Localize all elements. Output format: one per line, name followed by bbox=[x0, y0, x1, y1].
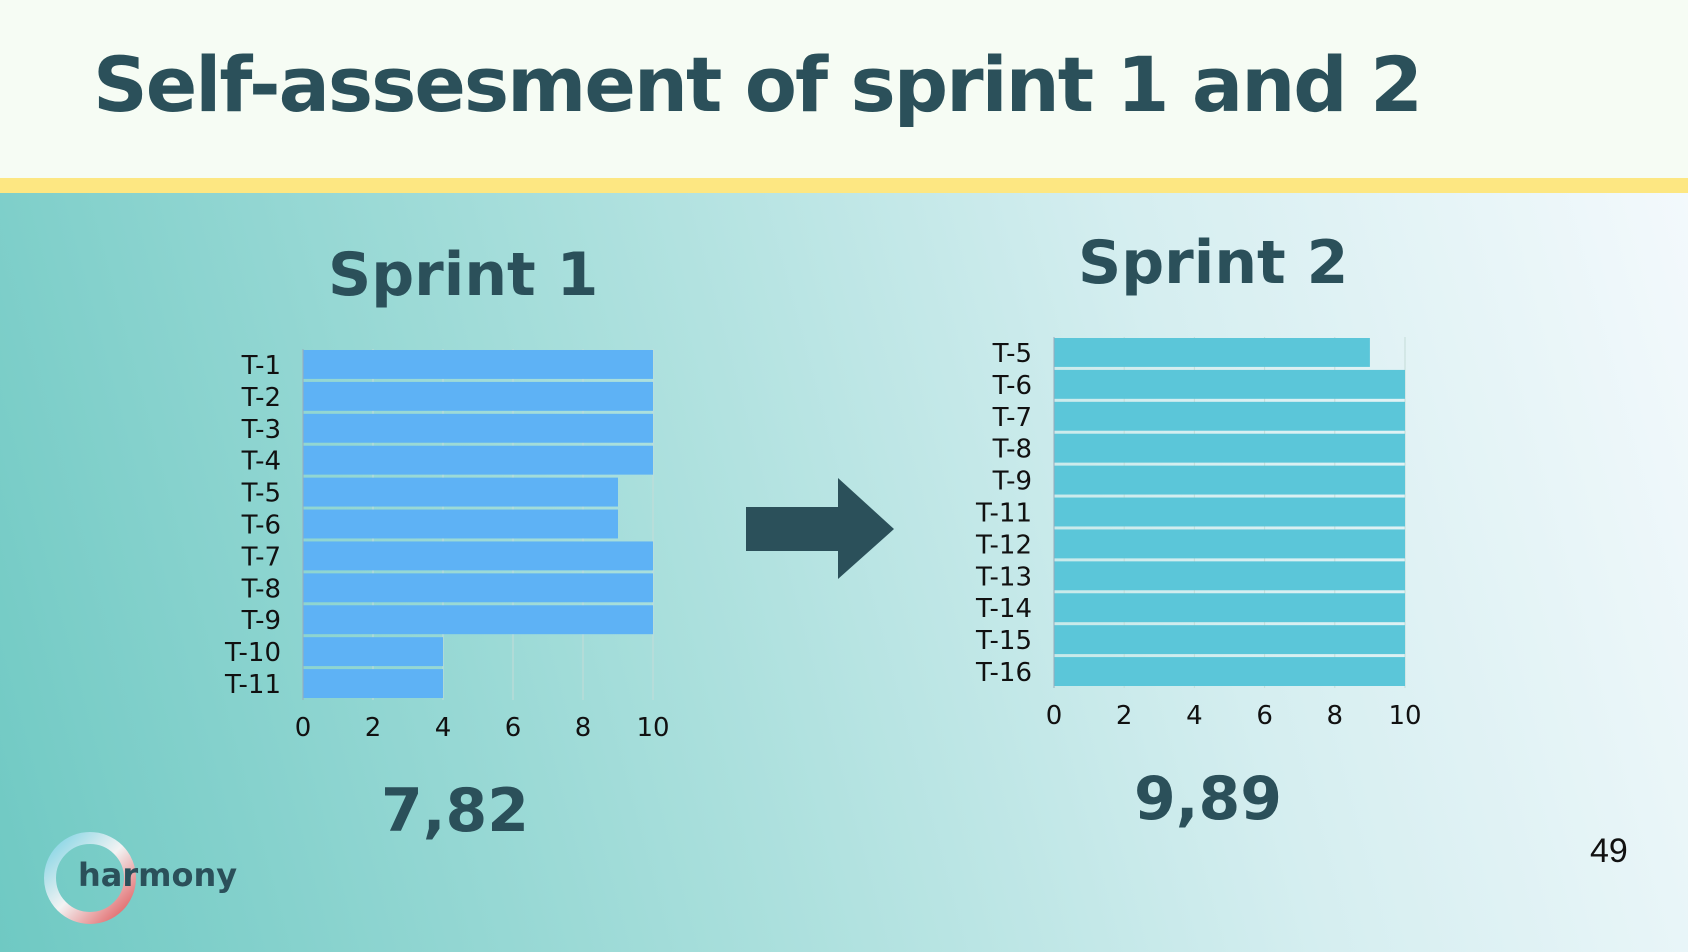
sprint2-bar-T-8 bbox=[1054, 433, 1405, 463]
sprint2-x-tick-label: 8 bbox=[1327, 701, 1344, 731]
sprint1-bar-T-7 bbox=[303, 541, 653, 571]
sprint2-x-tick-label: 2 bbox=[1116, 701, 1133, 731]
sprint1-bar-T-8 bbox=[303, 573, 653, 603]
sprint1-category-label: T-10 bbox=[224, 638, 281, 668]
accent-stripe bbox=[0, 178, 1688, 193]
sprint1-x-tick-label: 6 bbox=[505, 713, 522, 743]
sprint1-category-label: T-4 bbox=[241, 447, 281, 477]
sprint1-bar-T-10 bbox=[303, 637, 443, 667]
sprint2-x-tick-label: 4 bbox=[1186, 701, 1203, 731]
page-number: 49 bbox=[1590, 832, 1628, 870]
sprint1-x-tick-label: 8 bbox=[575, 713, 592, 743]
sprint1-x-tick-label: 0 bbox=[295, 713, 312, 743]
sprint1-category-label: T-7 bbox=[241, 542, 281, 572]
sprint2-bar-T-5 bbox=[1054, 338, 1370, 367]
sprint2-bar-T-6 bbox=[1054, 369, 1405, 399]
sprint1-bar-T-11 bbox=[303, 669, 443, 698]
sprint1-x-tick-label: 10 bbox=[636, 713, 669, 743]
sprint1-category-label: T-5 bbox=[241, 479, 281, 509]
sprint2-bar-T-7 bbox=[1054, 401, 1405, 431]
sprint2-x-tick-label: 10 bbox=[1388, 701, 1421, 731]
sprint2-category-label: T-11 bbox=[975, 499, 1032, 529]
sprint2-bar-T-13 bbox=[1054, 561, 1405, 591]
sprint2-bar-T-14 bbox=[1054, 593, 1405, 623]
sprint2-category-label: T-14 bbox=[975, 594, 1032, 624]
sprint2-score: 9,89 bbox=[1134, 764, 1283, 834]
right-arrow-icon bbox=[746, 478, 894, 579]
sprint2-category-label: T-15 bbox=[975, 626, 1032, 656]
sprint2-category-label: T-5 bbox=[992, 339, 1032, 369]
sprint2-bar-T-15 bbox=[1054, 625, 1405, 655]
sprint2-bar-T-16 bbox=[1054, 657, 1405, 686]
sprint2-category-label: T-13 bbox=[975, 562, 1032, 592]
sprint2-bar-T-9 bbox=[1054, 465, 1405, 495]
sprint1-bar-T-1 bbox=[303, 350, 653, 379]
sprint1-category-label: T-3 bbox=[241, 415, 281, 445]
sprint1-bar-T-2 bbox=[303, 381, 653, 411]
sprint1-score: 7,82 bbox=[381, 776, 530, 846]
sprint1-bar-T-9 bbox=[303, 605, 653, 635]
sprint1-category-label: T-2 bbox=[241, 383, 281, 413]
sprint2-title: Sprint 2 bbox=[1078, 228, 1349, 298]
harmony-logo-icon bbox=[44, 832, 136, 924]
logo-text: harmony bbox=[78, 856, 238, 894]
sprint2-bar-T-11 bbox=[1054, 497, 1405, 527]
sprint1-x-tick-label: 4 bbox=[435, 713, 452, 743]
sprint2-category-label: T-6 bbox=[992, 371, 1032, 401]
sprint1-title: Sprint 1 bbox=[328, 240, 599, 310]
sprint2-category-label: T-16 bbox=[975, 658, 1032, 688]
sprint1-x-tick-label: 2 bbox=[365, 713, 382, 743]
sprint1-category-label: T-6 bbox=[241, 511, 281, 541]
slide-title: Self-assesment of sprint 1 and 2 bbox=[93, 40, 1423, 129]
sprint2-category-label: T-8 bbox=[992, 435, 1032, 465]
sprint2-category-label: T-12 bbox=[975, 530, 1032, 560]
sprint1-category-label: T-11 bbox=[224, 670, 281, 700]
header: Self-assesment of sprint 1 and 2 bbox=[0, 0, 1688, 178]
sprint1-bar-T-6 bbox=[303, 509, 618, 539]
sprint2-bar-T-12 bbox=[1054, 529, 1405, 559]
sprint1-bar-T-3 bbox=[303, 413, 653, 443]
sprint1-category-label: T-9 bbox=[241, 606, 281, 636]
sprint2-category-label: T-9 bbox=[992, 467, 1032, 497]
sprint1-bar-T-4 bbox=[303, 445, 653, 475]
sprint2-category-label: T-7 bbox=[992, 403, 1032, 433]
sprint1-bar-T-5 bbox=[303, 477, 618, 507]
sprint1-category-label: T-8 bbox=[241, 574, 281, 604]
sprint2-x-tick-label: 6 bbox=[1256, 701, 1273, 731]
sprint2-x-tick-label: 0 bbox=[1046, 701, 1063, 731]
sprint1-category-label: T-1 bbox=[241, 351, 281, 381]
